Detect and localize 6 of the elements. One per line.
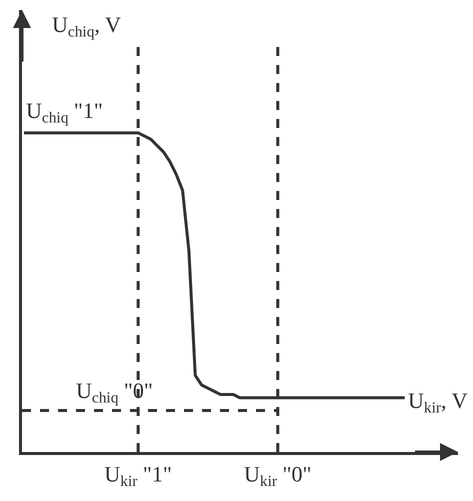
x-tick-label: U$_{kir}$ "0" bbox=[244, 461, 312, 490]
x-tick-label: U$_{kir}$ "1" bbox=[104, 461, 172, 490]
x-axis-title: U$_{kir}$, V bbox=[408, 388, 468, 417]
ref-line-label: U$_{chiq}$ "0" bbox=[76, 378, 153, 407]
y-axis-title: U$_{chiq}$, V bbox=[52, 12, 121, 41]
annotation: U$_{chiq}$ "1" bbox=[26, 98, 103, 127]
